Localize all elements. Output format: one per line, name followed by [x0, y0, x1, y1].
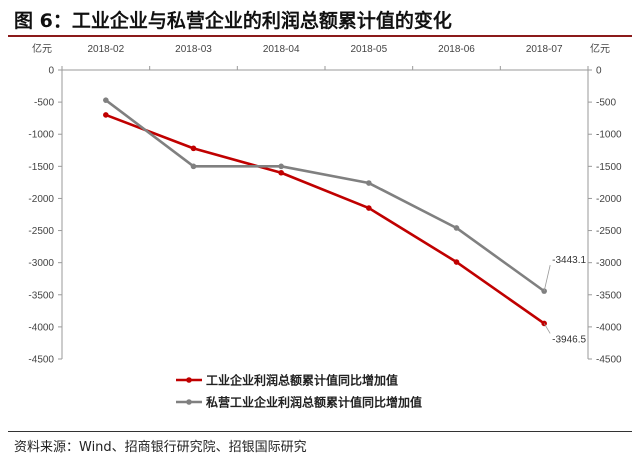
y-unit-right: 亿元	[590, 42, 610, 55]
y-tick-label-left: -4000	[28, 322, 54, 333]
y-unit-left: 亿元	[32, 42, 52, 55]
data-point	[103, 112, 109, 118]
x-tick-label: 2018-02	[87, 44, 124, 55]
x-axis-ticks: 2018-02 2018-03 2018-04 2018-05 2018-06 2018-…	[87, 44, 562, 55]
legend-label: 工业企业利润总额累计值同比增加值	[206, 373, 398, 388]
data-label-leader	[543, 265, 551, 292]
series-line-0	[105, 113, 545, 325]
figure-title: 图 6：工业企业与私营企业的利润总额累计值的变化	[14, 10, 452, 32]
chart-axes: 亿元 亿元	[32, 42, 610, 360]
data-point	[453, 259, 460, 265]
data-point	[278, 163, 284, 170]
chart-series	[103, 97, 547, 327]
data-point	[453, 225, 460, 231]
data-point	[190, 145, 197, 152]
y-tick-label-right: -3500	[596, 290, 622, 301]
data-point	[278, 169, 284, 176]
y-tick-label-right: 0	[596, 66, 602, 77]
y-tick-label-left: -3000	[28, 258, 54, 269]
y-tick-label-left: -2000	[28, 194, 54, 205]
y-tick-label-left: -1000	[28, 130, 54, 141]
y-tick-label-right: -4500	[596, 355, 622, 366]
source-rule	[8, 431, 632, 432]
data-label: -3946.5	[552, 334, 586, 345]
y-tick-label-left: -1500	[28, 162, 54, 173]
y-tick-label-right: -500	[596, 98, 616, 109]
data-point	[366, 180, 372, 186]
data-label-leader	[543, 323, 551, 334]
y-tick-label-right: -1000	[596, 130, 622, 141]
y-tick-label-left: 0	[48, 66, 54, 77]
x-tick-label: 2018-06	[438, 44, 475, 55]
title-rule	[8, 35, 632, 37]
y-tick-label-right: -2000	[596, 194, 622, 205]
y-axis-right-ticks: 0 -500 -1000 -1500 -2000 -2500 -3000 -3500 -4000…	[596, 66, 622, 366]
x-tick-label: 2018-05	[350, 44, 387, 55]
data-point	[190, 163, 197, 170]
y-axis-left-ticks: 0 -500 -1000 -1500 -2000 -2500 -3000 -3500 -4000…	[28, 66, 54, 366]
legend-swatch-marker	[186, 399, 192, 405]
data-label: -3443.1	[552, 255, 586, 266]
legend-swatch-marker	[186, 377, 192, 383]
y-tick-label-left: -500	[34, 98, 54, 109]
data-point	[103, 97, 109, 103]
line-chart: 亿元 亿元 2018-02 2018-03 2018-04 2018-05 2018-06…	[28, 42, 622, 410]
figure-header: 图 6：工业企业与私营企业的利润总额累计值的变化	[0, 0, 640, 38]
x-tick-label: 2018-07	[526, 44, 563, 55]
y-tick-label-right: -1500	[596, 162, 622, 173]
series-line-1	[105, 99, 545, 293]
y-tick-label-right: -3000	[596, 258, 622, 269]
x-tick-label: 2018-04	[263, 44, 300, 55]
y-tick-label-left: -4500	[28, 355, 54, 366]
y-tick-label-right: -4000	[596, 322, 622, 333]
source-note: 资料来源：Wind、招商银行研究院、招银国际研究	[14, 440, 307, 455]
data-labels: -3443.1 -3946.5	[543, 255, 587, 345]
x-tick-label: 2018-03	[175, 44, 212, 55]
y-tick-label-right: -2500	[596, 226, 622, 237]
y-tick-label-left: -3500	[28, 290, 54, 301]
legend-label: 私营工业企业利润总额累计值同比增加值	[205, 395, 422, 410]
y-tick-label-left: -2500	[28, 226, 54, 237]
data-point	[366, 205, 372, 211]
